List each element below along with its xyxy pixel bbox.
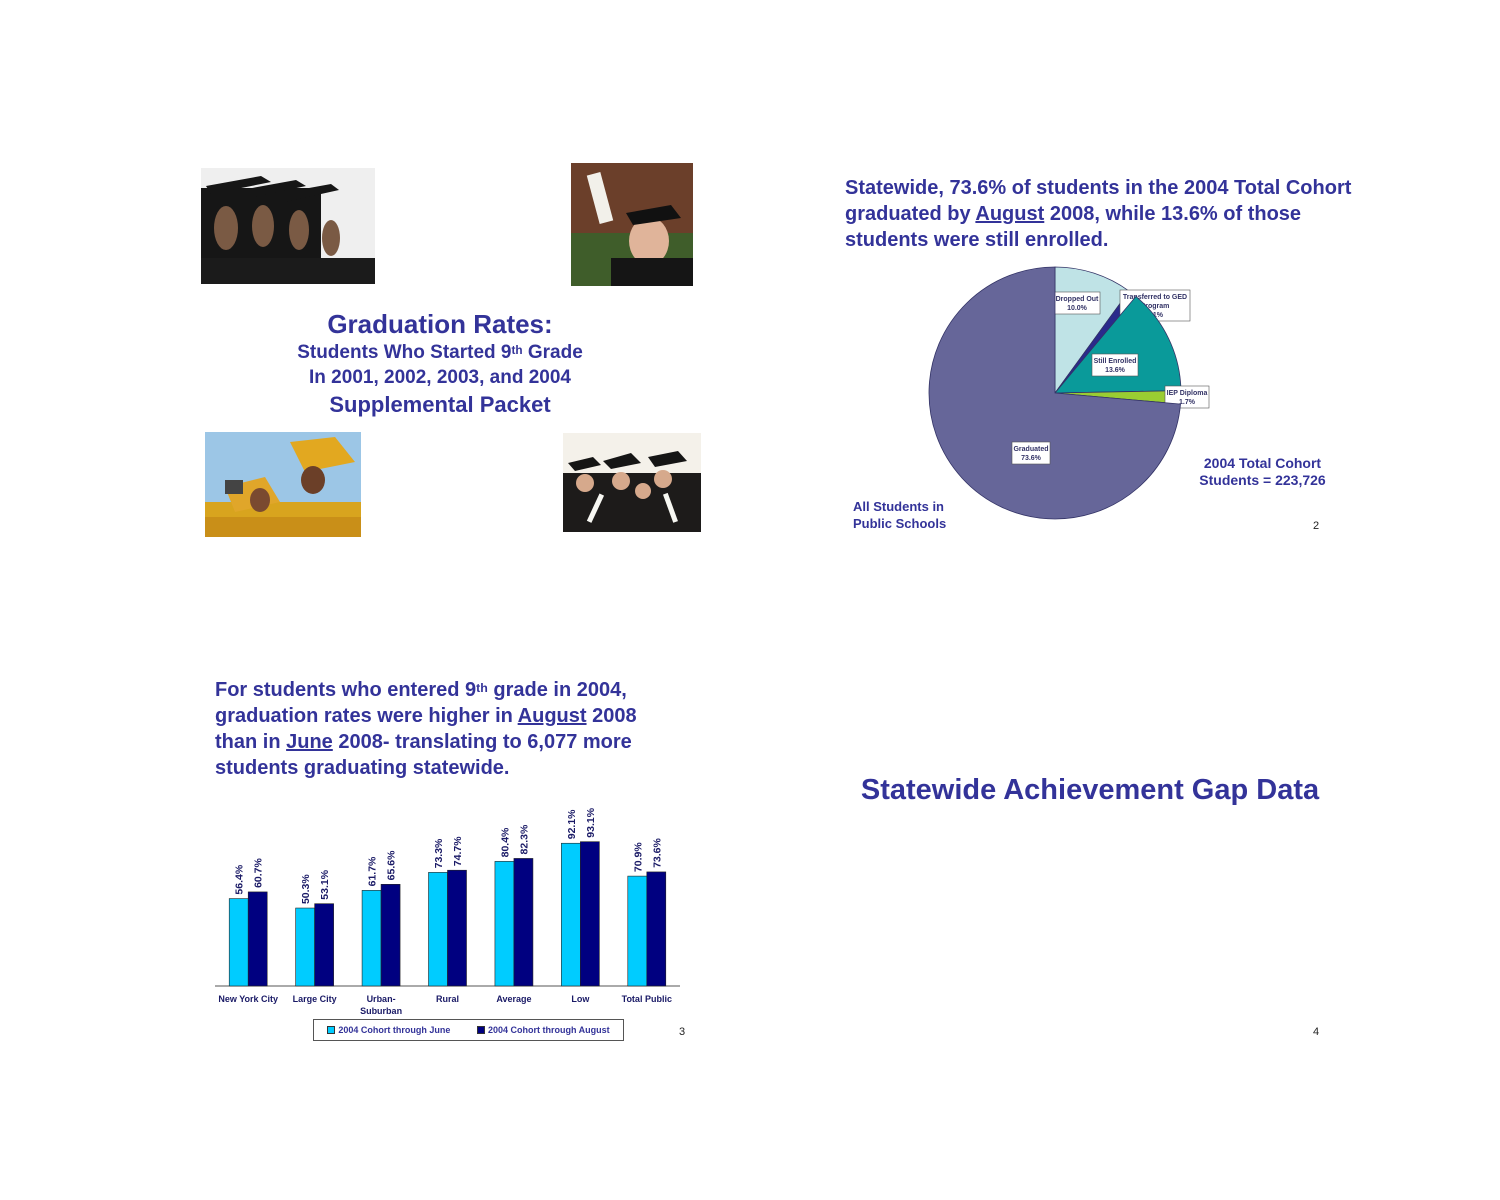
category-label-large-city: Large City [293, 994, 337, 1004]
bar-value-label: 80.4% [499, 827, 511, 857]
slide1-subtitle-line1: Students Who Started 9th Grade [230, 340, 650, 365]
pie-label-transferred-to-ged-program: Transferred to GED [1123, 294, 1187, 301]
pie-label-box-graduated [1011, 441, 1051, 465]
pie-label-value-still-enrolled: 13.6% [1105, 367, 1126, 374]
bar-2004-cohort-through-june-total-public [627, 875, 648, 987]
bar-value-label: 73.3% [433, 838, 445, 868]
bar-2004-cohort-through-june-average [494, 861, 515, 987]
graduates-profile-image [201, 168, 375, 284]
category-label-low: Low [571, 994, 590, 1004]
slide3-heading-underlined-august: August [517, 705, 587, 727]
bar-value-label: 92.1% [566, 809, 578, 839]
slide4-title: Statewide Achievement Gap Data [860, 774, 1320, 806]
bar-2004-cohort-through-august-low [580, 841, 600, 987]
bar-value-label: 65.6% [386, 850, 398, 880]
legend-label-june: 2004 Cohort through June [338, 1025, 451, 1035]
bar-value-label: 60.7% [253, 857, 265, 887]
slide3-heading-underlined-june: June [286, 731, 333, 753]
pie-slice-graduated [928, 266, 1181, 520]
bar-2004-cohort-through-august-rural [447, 869, 467, 987]
pie-label-value-transferred-to-ged-program: 1.1% [1147, 312, 1164, 319]
bar-2004-cohort-through-june-low [561, 842, 581, 987]
slide1-subtitle-line2: In 2001, 2002, 2003, and 2004 [309, 367, 571, 388]
graduates-yellow-photo [205, 432, 361, 537]
slide1-title: Graduation Rates: [327, 309, 553, 339]
category-label-urban-suburban: Urban- [367, 994, 396, 1004]
slide3-heading-part1: For students who entered 9 [215, 679, 477, 701]
category-label-urban-suburban: Suburban [360, 1006, 402, 1016]
bar-value-label: 74.7% [452, 836, 464, 866]
slide2-heading-part1: Statewide [845, 177, 939, 199]
slide3-page-number: 3 [679, 1026, 686, 1038]
pie-label-value-dropped-out: 10.0% [1067, 305, 1088, 312]
legend-swatch-june [327, 1026, 336, 1034]
legend-swatch-august [477, 1026, 485, 1034]
bar-chart-legend: 2004 Cohort through June 2004 Cohort thr… [313, 1019, 624, 1041]
bar-value-label: 93.1% [585, 807, 597, 837]
pie-label-graduated: Graduated [1013, 446, 1048, 453]
legend-item-august: 2004 Cohort through August [477, 1025, 610, 1035]
bar-2004-cohort-through-august-total-public [646, 871, 667, 987]
slide1-subtitle-line3: Supplemental Packet [329, 392, 551, 417]
slide1-line1-text: Students Who Started 9 [297, 342, 512, 363]
bar-value-label: 50.3% [300, 874, 312, 904]
category-label-total-public: Total Public [622, 994, 672, 1004]
bar-2004-cohort-through-june-rural [428, 872, 448, 987]
bar-value-label: 82.3% [518, 824, 530, 854]
bar-2004-cohort-through-august-large-city [314, 903, 334, 987]
slide2-heading: Statewide, 73.6% of students in the 2004… [845, 175, 1365, 253]
graduates-group-photo [563, 433, 701, 532]
graduate-diploma-photo [571, 163, 693, 286]
bar-2004-cohort-through-august-new-york-city [247, 891, 268, 987]
slide2-heading-part3: 2008, while 13.6% of those students were… [845, 203, 1302, 251]
category-label-average: Average [496, 994, 531, 1004]
legend-item-june: 2004 Cohort through June [327, 1025, 450, 1035]
category-label-new-york-city: New York City [218, 994, 278, 1004]
pie-label-iep-diploma: IEP Diploma [1167, 390, 1208, 397]
all-students-note: All Students in Public Schools [853, 499, 947, 531]
bar-2004-cohort-through-june-large-city [295, 907, 315, 987]
legend-label-august: 2004 Cohort through August [488, 1025, 610, 1035]
bar-2004-cohort-through-august-urban-suburban [380, 884, 401, 987]
bar-value-label: 73.6% [651, 837, 663, 867]
outcomes-pie-chart: Dropped Out 10.0% Transferred to GED Progra… [928, 266, 1210, 520]
slide4-page-number: 4 [1313, 1026, 1320, 1038]
slide3-heading-part4: 2008- translating to 6,077 more students… [215, 731, 632, 779]
bar-value-label: 61.7% [367, 856, 379, 886]
slide2-heading-part2: , 73.6% of students in the 2004 Total Co… [845, 177, 1352, 225]
bar-2004-cohort-through-august-average [513, 858, 534, 987]
slide3-heading: For students who entered 9th grade in 20… [215, 677, 675, 781]
cohort-total-note: 2004 Total Cohort Students = 223,726 [1199, 455, 1326, 488]
graduate-diploma-image [571, 163, 693, 286]
pie-label-dropped-out: Dropped Out [1056, 296, 1099, 303]
bar-value-label: 70.9% [632, 842, 644, 872]
pie-slice-still-enrolled [1054, 295, 1182, 394]
slide1-line1-superscript: th [511, 344, 523, 357]
bar-2004-cohort-through-june-new-york-city [228, 898, 249, 987]
pie-label-value-graduated: 73.6% [1021, 455, 1042, 462]
category-label-rural: Rural [436, 994, 459, 1004]
slide3-heading-part3: 2008 than in [215, 705, 637, 753]
slide3-heading-superscript: th [476, 681, 488, 695]
bar-2004-cohort-through-june-urban-suburban [361, 890, 382, 987]
pie-label-value-iep-diploma: 1.7% [1179, 399, 1196, 406]
bar-value-label: 53.1% [319, 869, 331, 899]
pie-label-still-enrolled: Still Enrolled [1094, 358, 1137, 365]
graduates-group-image [563, 433, 701, 532]
slide2-page-number: 2 [1313, 520, 1320, 532]
slide1-line1-end: Grade [522, 342, 583, 363]
slide3-heading-part2: grade in 2004, graduation rates were hig… [215, 679, 627, 727]
pie-label-box-iep-diploma [1164, 385, 1210, 409]
slide1-title-block: Graduation Rates: Students Who Started 9… [230, 308, 650, 420]
slide2-heading-underlined: August [975, 203, 1045, 225]
bar-value-label: 56.4% [234, 864, 246, 894]
pie-label-box-still-enrolled [1091, 353, 1139, 377]
graduation-bar-chart: 56.4% 60.7% New York City 50.3% 53.1% Large C… [215, 807, 680, 1016]
graduates-profile-photo [201, 168, 375, 284]
pie-label-transferred-to-ged-program: Program [1141, 303, 1170, 310]
graduates-yellow-image [205, 432, 361, 537]
